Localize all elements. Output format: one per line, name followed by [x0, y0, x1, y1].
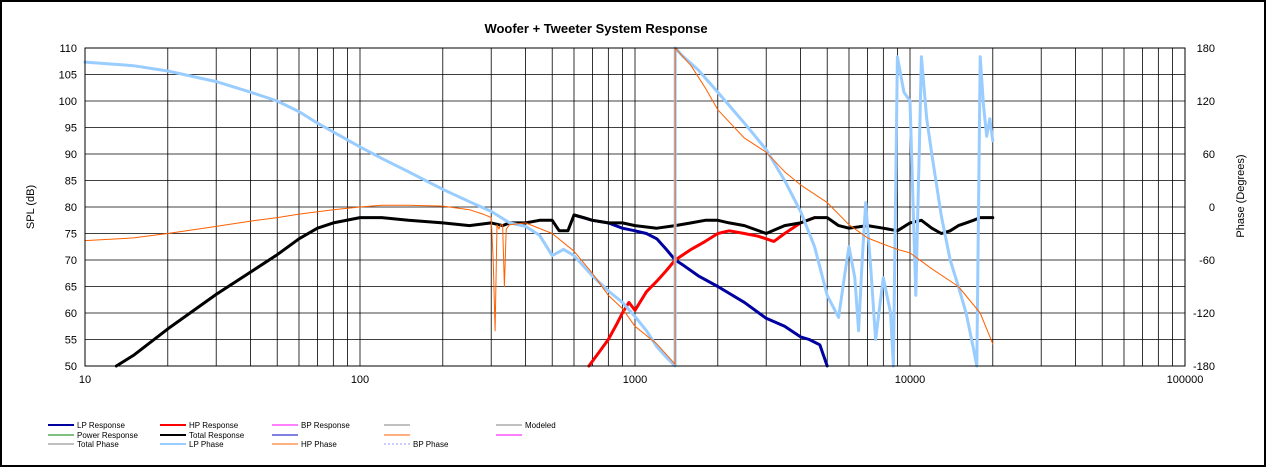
legend-label: BP Response	[301, 421, 350, 430]
x-tick-label: 10	[79, 374, 91, 386]
legend: LP Response HP Response BP Response Modeled…	[48, 421, 556, 449]
y-tick-label: 90	[65, 149, 77, 161]
legend-label: LP Phase	[189, 440, 224, 449]
series-line-total-response	[114, 213, 995, 368]
x-tick-label: 100	[351, 374, 369, 386]
y-tick-label: 110	[59, 43, 77, 55]
legend-label: Total Phase	[77, 440, 119, 449]
y-tick-label: 50	[65, 361, 77, 373]
y2-tick-label: 180	[1197, 43, 1215, 55]
grid	[85, 47, 1185, 367]
legend-label: Power Response	[77, 431, 138, 440]
chart-title: Woofer + Tweeter System Response	[484, 21, 707, 36]
plot-border	[84, 47, 1186, 367]
y-tick-label: 80	[65, 202, 77, 214]
x-tick-label: 1000	[623, 374, 647, 386]
legend-label: HP Response	[189, 421, 239, 430]
y2-tick-label: 60	[1203, 149, 1215, 161]
legend-label: HP Phase	[301, 440, 337, 449]
legend-label: Total Response	[189, 431, 245, 440]
y2-tick-label: -60	[1199, 255, 1215, 267]
y-tick-label: 105	[59, 70, 77, 82]
series-line-lp-response	[572, 213, 829, 368]
legend-label: BP Phase	[413, 440, 449, 449]
y-tick-label: 95	[65, 123, 77, 135]
y-tick-label: 85	[65, 176, 77, 188]
x-tick-label: 100000	[1167, 374, 1204, 386]
y-tick-label: 60	[65, 308, 77, 320]
y2-tick-label: 120	[1197, 96, 1215, 108]
y2-axis-label: Phase (Degrees)	[1235, 154, 1247, 237]
y2-tick-label: 0	[1209, 202, 1215, 214]
y-axis-label: SPL (dB)	[25, 185, 37, 229]
series-line-hp-phase	[84, 47, 994, 365]
y-tick-label: 65	[65, 282, 77, 294]
series-line-lp-phase	[83, 46, 995, 368]
y-tick-label: 55	[65, 335, 77, 347]
x-tick-label: 10000	[895, 374, 926, 386]
y-tick-label: 100	[59, 96, 77, 108]
y2-tick-label: -180	[1193, 361, 1215, 373]
series-layer	[83, 46, 995, 368]
y2-tick-label: -120	[1193, 308, 1215, 320]
legend-label: LP Response	[77, 421, 125, 430]
legend-label: Modeled	[525, 421, 556, 430]
series-line-hp-response	[587, 216, 817, 368]
ticks: 50556065707580859095100105110-180-120-60…	[59, 43, 1215, 386]
y-tick-label: 70	[65, 255, 77, 267]
y-tick-label: 75	[65, 229, 77, 241]
